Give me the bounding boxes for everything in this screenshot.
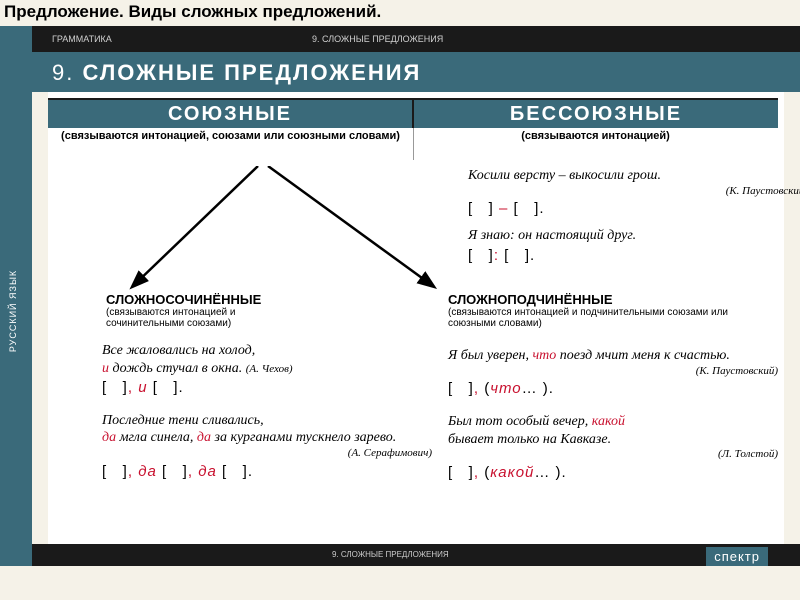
ssp-examples: Все жаловались на холод, и дождь стучал …: [102, 342, 432, 489]
title-number: 9.: [52, 60, 74, 85]
top-left-label: ГРАММАТИКА: [52, 34, 112, 44]
bes-ex1: Косили версту – выкосили грош.: [468, 167, 800, 185]
spp-ex1: Я был уверен, что поезд мчит меня к счас…: [448, 347, 778, 365]
ssp-ex2-schema: [ ], да [ ], да [ ].: [102, 463, 432, 482]
spp-ex2-attr: (Л. Толстой): [448, 448, 778, 462]
bes-ex1-schema: [ ] – [ ].: [468, 200, 800, 219]
bes-ex2: Я знаю: он настоящий друг.: [468, 227, 800, 245]
page-title: Предложение. Виды сложных предложений.: [4, 2, 381, 22]
content-panel: Косили версту – выкосили грош. (К. Пауст…: [48, 92, 784, 544]
spp-ex1-schema: [ ], (что… ).: [448, 380, 778, 399]
col-right-title: БЕССОЮЗНЫЕ: [414, 100, 778, 128]
spp-ex1-attr: (К. Паустовский): [448, 365, 778, 379]
ssp-title: СЛОЖНОСОЧИНЁННЫЕ: [106, 292, 286, 307]
ssp-desc: (связываются интонацией и сочинительными…: [106, 307, 286, 329]
spp-ex2-schema: [ ], (какой… ).: [448, 464, 778, 483]
spp-desc: (связываются интонацией и подчинительным…: [448, 307, 768, 329]
subhead-divider: [413, 128, 414, 160]
tree-arrows: [108, 166, 458, 296]
page-root: Предложение. Виды сложных предложений. Р…: [0, 0, 800, 600]
column-headers: СОЮЗНЫЕ БЕССОЮЗНЫЕ: [48, 98, 778, 128]
bottom-bar: 9. СЛОЖНЫЕ ПРЕДЛОЖЕНИЯ: [32, 544, 800, 566]
top-bar: ГРАММАТИКА 9. СЛОЖНЫЕ ПРЕДЛОЖЕНИЯ: [32, 26, 800, 52]
bessoyuz-examples: Косили версту – выкосили грош. (К. Пауст…: [468, 167, 800, 273]
col-left-title: СОЮЗНЫЕ: [48, 100, 412, 128]
spp-ex2: Был тот особый вечер, какойбывает только…: [448, 413, 778, 448]
spp-heading: СЛОЖНОПОДЧИНЁННЫЕ (связываются интонацие…: [448, 292, 768, 329]
bes-ex2-schema: [ ]: [ ].: [468, 247, 800, 266]
spp-title: СЛОЖНОПОДЧИНЁННЫЕ: [448, 292, 768, 307]
bes-ex1-attr: (К. Паустовский): [468, 185, 800, 199]
spp-examples: Я был уверен, что поезд мчит меня к счас…: [448, 347, 778, 491]
ssp-heading: СЛОЖНОСОЧИНЁННЫЕ (связываются интонацией…: [106, 292, 286, 329]
ssp-ex1-schema: [ ], и [ ].: [102, 379, 432, 398]
col-right-sub: (связываются интонацией): [413, 128, 778, 145]
ssp-ex2: Последние тени сливались, да мгла синела…: [102, 412, 432, 447]
main-title-bar: 9. СЛОЖНЫЕ ПРЕДЛОЖЕНИЯ: [32, 52, 800, 92]
ssp-ex1: Все жаловались на холод, и дождь стучал …: [102, 342, 432, 377]
title-text: СЛОЖНЫЕ ПРЕДЛОЖЕНИЯ: [82, 60, 421, 85]
publisher-logo: спектр: [706, 547, 768, 566]
bottom-label: 9. СЛОЖНЫЕ ПРЕДЛОЖЕНИЯ: [332, 550, 449, 559]
col-left-sub: (связываются интонацией, союзами или сою…: [48, 128, 413, 145]
sidebar: РУССКИЙ ЯЗЫК: [0, 26, 32, 566]
sidebar-label: РУССКИЙ ЯЗЫК: [8, 270, 18, 352]
ssp-ex2-attr: (А. Серафимович): [102, 447, 432, 461]
top-right-label: 9. СЛОЖНЫЕ ПРЕДЛОЖЕНИЯ: [312, 34, 443, 44]
